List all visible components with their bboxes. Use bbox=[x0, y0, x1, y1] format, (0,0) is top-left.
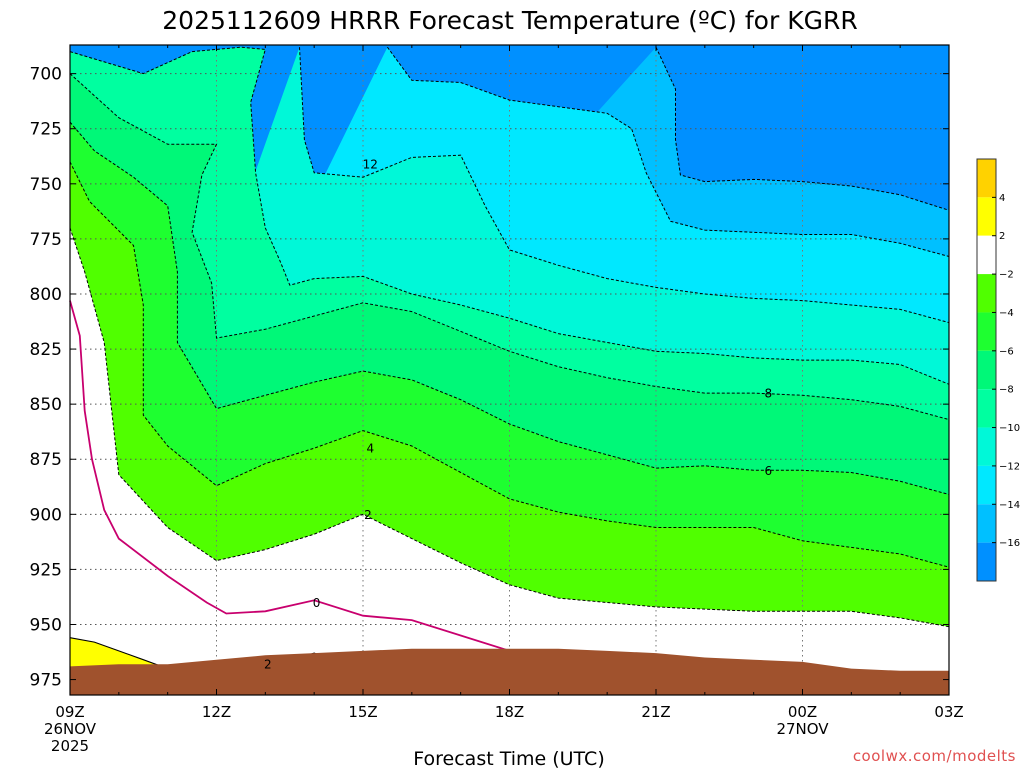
x-tick-label-15-0: 00Z bbox=[788, 703, 817, 721]
y-tick-label-850: 850 bbox=[30, 395, 62, 415]
colorbar-label-5: −8 bbox=[999, 385, 1014, 396]
contour-label-6: 2 bbox=[264, 658, 272, 672]
colorbar-frame bbox=[976, 158, 997, 582]
colorbar-bin-2 bbox=[977, 235, 996, 275]
x-tick-label-6-0: 15Z bbox=[348, 703, 377, 721]
y-tick-label-725: 725 bbox=[30, 120, 62, 140]
region-warmer-than--2 bbox=[70, 227, 949, 695]
colorbar-label-2: −2 bbox=[999, 270, 1014, 281]
colorbar-bin-3 bbox=[977, 274, 996, 313]
x-tick-label-0-2: 2025 bbox=[51, 737, 89, 755]
x-axis-label: Forecast Time (UTC) bbox=[413, 748, 604, 768]
colorbar-bin-4 bbox=[977, 312, 996, 351]
colorbar-label-7: −12 bbox=[999, 461, 1020, 472]
contour-line--8 bbox=[69, 73, 950, 421]
contour-label-2: 6 bbox=[764, 464, 772, 478]
contour-line--4 bbox=[69, 161, 950, 568]
colorbar-bin-6 bbox=[977, 389, 996, 428]
y-tick-label-775: 775 bbox=[30, 230, 62, 250]
x-tick-label-3-0: 12Z bbox=[202, 703, 231, 721]
x-tick-label-12-0: 21Z bbox=[641, 703, 670, 721]
colorbar-bin-5 bbox=[977, 350, 996, 390]
colorbar-label-9: −16 bbox=[999, 538, 1020, 549]
y-tick-label-950: 950 bbox=[30, 615, 62, 635]
x-tick-label-15-1: 27NOV bbox=[776, 720, 829, 738]
colorbar-label-0: 4 bbox=[999, 193, 1005, 204]
colorbar-label-3: −4 bbox=[999, 308, 1014, 319]
colorbar-label-4: −6 bbox=[999, 346, 1014, 357]
y-tick-label-750: 750 bbox=[30, 175, 62, 195]
contour-line--2 bbox=[69, 227, 950, 628]
contour-label-5: 0 bbox=[313, 596, 321, 610]
y-tick-label-825: 825 bbox=[30, 340, 62, 360]
credit-link[interactable]: coolwx.com/modelts bbox=[853, 747, 1016, 765]
colorbar-bin-9 bbox=[977, 504, 996, 543]
colorbar-bin-0 bbox=[977, 159, 996, 198]
colorbar-label-8: −14 bbox=[999, 500, 1020, 511]
colorbar-bin-7 bbox=[977, 427, 996, 466]
grid bbox=[70, 45, 949, 695]
y-tick-label-700: 700 bbox=[30, 65, 62, 85]
colorbar-bin-1 bbox=[977, 197, 996, 236]
chart-title: 2025112609 HRRR Forecast Temperature (ºC… bbox=[162, 6, 857, 35]
contour-label-3: 4 bbox=[367, 442, 375, 456]
y-tick-label-975: 975 bbox=[30, 671, 62, 691]
x-tick-label-0-0: 09Z bbox=[55, 703, 84, 721]
contour-line--16 bbox=[655, 46, 950, 211]
ground-surface bbox=[70, 648, 949, 695]
colorbar-label-1: 2 bbox=[999, 231, 1005, 242]
colorbar: 4 2 −2 −4 −6 −8 −10 −12 −14 −16 bbox=[976, 158, 1020, 582]
colorbar-label-6: −10 bbox=[999, 423, 1020, 434]
x-tick-label-0-1: 26NOV bbox=[44, 720, 97, 738]
y-tick-label-925: 925 bbox=[30, 560, 62, 580]
contour-line--10 bbox=[69, 46, 950, 385]
colorbar-bin-8 bbox=[977, 465, 996, 505]
contour-label-4: 2 bbox=[364, 508, 372, 522]
x-tick-label-18-0: 03Z bbox=[934, 703, 963, 721]
plot-area: 12 8 6 4 2 0 2 700 725 750 775 800 825 850 875 900 925 95… bbox=[30, 44, 964, 755]
contour-line--14 bbox=[386, 46, 950, 257]
x-tick-label-9-0: 18Z bbox=[495, 703, 524, 721]
y-tick-label-800: 800 bbox=[30, 285, 62, 305]
contour-label-0: 12 bbox=[363, 157, 378, 171]
contour-line--12 bbox=[299, 47, 950, 324]
contour-label-1: 8 bbox=[764, 387, 772, 401]
colorbar-bin-10 bbox=[977, 542, 996, 581]
y-tick-label-900: 900 bbox=[30, 505, 62, 525]
y-tick-label-875: 875 bbox=[30, 450, 62, 470]
